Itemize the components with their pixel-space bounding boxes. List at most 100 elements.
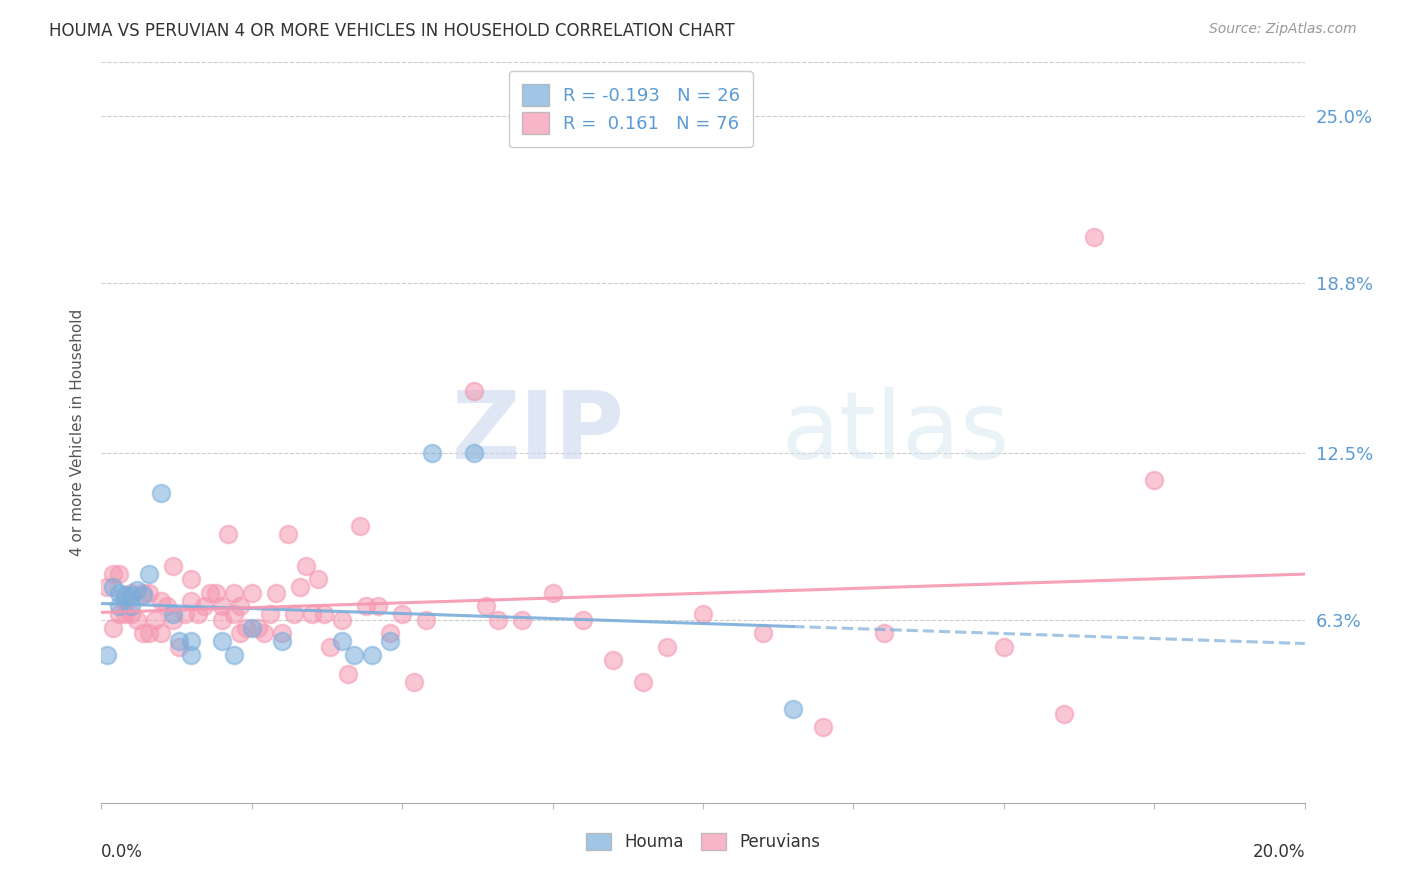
Point [1143,473,1166,487]
Point [993,640,1015,654]
Point [169,634,191,648]
Point [463,384,485,398]
Point [288,581,311,595]
Point [186,607,208,622]
Text: HOUMA VS PERUVIAN 4 OR MORE VEHICLES IN HOUSEHOLD CORRELATION CHART: HOUMA VS PERUVIAN 4 OR MORE VEHICLES IN … [49,22,735,40]
Point [114,594,136,608]
Point [270,626,292,640]
Point [162,613,184,627]
Point [228,599,250,614]
Point [138,586,160,600]
Point [108,566,131,581]
Point [343,648,366,662]
Point [174,607,197,622]
Point [114,589,136,603]
Point [120,586,142,600]
Point [150,594,173,608]
Point [180,648,202,662]
Point [108,607,131,622]
Point [211,599,233,614]
Point [367,599,389,614]
Point [222,648,245,662]
Point [655,640,678,654]
Point [120,589,142,603]
Point [222,607,245,622]
Point [571,613,593,627]
Point [103,566,125,581]
Point [312,607,335,622]
Point [150,626,173,640]
Point [813,720,835,734]
Point [1053,706,1076,721]
Point [330,613,353,627]
Point [404,674,426,689]
Point [872,626,894,640]
Point [378,634,401,648]
Point [108,586,131,600]
Point [1083,230,1105,244]
Point [631,674,654,689]
Point [319,640,342,654]
Point [415,613,437,627]
Text: 0.0%: 0.0% [101,843,143,861]
Point [782,701,804,715]
Point [378,626,401,640]
Point [259,607,281,622]
Point [120,599,142,614]
Point [486,613,509,627]
Point [169,640,191,654]
Point [463,446,485,460]
Point [602,653,624,667]
Point [235,621,257,635]
Point [138,566,160,581]
Point [103,581,125,595]
Point [96,648,118,662]
Point [180,594,202,608]
Point [336,666,359,681]
Point [150,486,173,500]
Point [283,607,305,622]
Point [301,607,323,622]
Text: 20.0%: 20.0% [1253,843,1305,861]
Point [114,607,136,622]
Point [132,589,155,603]
Point [198,586,221,600]
Point [246,621,269,635]
Point [120,607,142,622]
Point [127,583,149,598]
Point [240,586,263,600]
Point [270,634,292,648]
Point [180,634,202,648]
Point [193,599,215,614]
Point [752,626,775,640]
Point [253,626,276,640]
Point [217,526,239,541]
Point [349,518,371,533]
Point [211,613,233,627]
Point [156,599,179,614]
Point [420,446,443,460]
Point [295,558,318,573]
Point [108,599,131,614]
Point [96,581,118,595]
Point [361,648,384,662]
Text: Source: ZipAtlas.com: Source: ZipAtlas.com [1209,22,1357,37]
Y-axis label: 4 or more Vehicles in Household: 4 or more Vehicles in Household [70,309,86,557]
Point [240,621,263,635]
Point [138,626,160,640]
Text: ZIP: ZIP [451,386,624,479]
Point [211,634,233,648]
Point [330,634,353,648]
Point [162,558,184,573]
Point [204,586,226,600]
Text: atlas: atlas [782,386,1010,479]
Point [132,586,155,600]
Legend: Houma, Peruvians: Houma, Peruvians [579,826,827,857]
Point [222,586,245,600]
Point [162,607,184,622]
Point [103,621,125,635]
Point [307,572,329,586]
Point [692,607,714,622]
Point [354,599,377,614]
Point [127,613,149,627]
